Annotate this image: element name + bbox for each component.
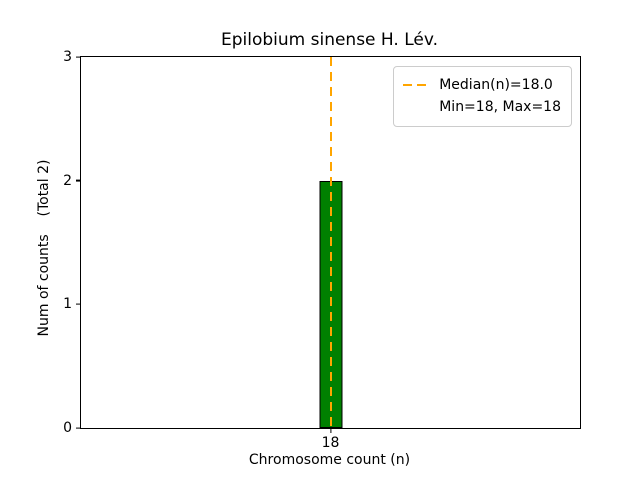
y-tick-mark [76,180,81,182]
y-tick-mark [76,303,81,305]
y-axis-label: Num of counts (Total 2) [36,159,52,337]
median-line-legend-swatch [403,84,431,87]
x-tick-mark [329,428,332,433]
legend-swatch-spacer [403,107,430,109]
median-line [329,57,332,428]
x-axis-label: Chromosome count (n) [248,452,411,468]
legend-minmax-label: Min=18, Max=18 [439,99,561,116]
y-tick-mark [76,56,81,58]
plot-area: Median(n)=18.0 Min=18, Max=18 18 0 1 2 3 [63,50,581,450]
y-tick-label: 0 [63,420,72,436]
legend-row-median: Median(n)=18.0 [403,74,561,96]
legend: Median(n)=18.0 Min=18, Max=18 [393,66,572,127]
y-tick-label: 3 [63,49,72,65]
y-tick-mark [76,427,81,429]
legend-row-minmax: Min=18, Max=18 [403,96,561,118]
chart-title: Epilobium sinense H. Lév. [220,30,438,50]
y-tick-label: 2 [63,172,72,189]
x-tick-label: 18 [321,435,340,451]
legend-median-label: Median(n)=18.0 [439,77,553,93]
y-tick-label: 1 [63,296,72,313]
